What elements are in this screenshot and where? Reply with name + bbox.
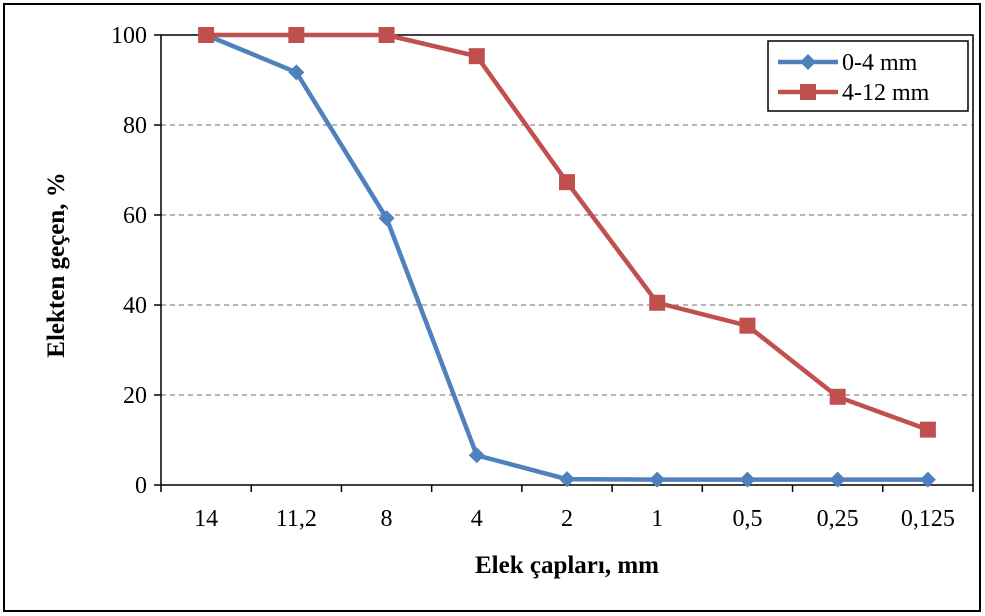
data-point [919, 421, 936, 438]
data-point [649, 294, 666, 311]
legend-label: 4-12 mm [842, 80, 930, 106]
data-point [739, 317, 756, 334]
data-point [468, 447, 485, 464]
y-tick-label: 60 [123, 203, 147, 229]
data-point [288, 64, 305, 81]
x-tick-label: 0,5 [732, 506, 762, 532]
x-axis-title: Elek çapları, mm [475, 552, 659, 579]
x-tick-label: 11,2 [276, 506, 317, 532]
data-point [288, 27, 305, 43]
x-tick-label: 4 [471, 506, 483, 532]
data-point [829, 388, 846, 405]
legend-item: 0-4 mm [778, 50, 918, 76]
y-tick-label: 40 [123, 293, 147, 319]
series-0-4-mm [198, 27, 936, 488]
y-tick-label: 80 [123, 113, 147, 139]
series-4-12-mm [198, 27, 936, 438]
data-point [378, 210, 395, 227]
x-tick-label: 0,125 [901, 506, 955, 532]
x-tick-label: 14 [194, 506, 218, 532]
y-tick-label: 0 [135, 473, 147, 499]
legend-label: 0-4 mm [842, 50, 918, 76]
data-point [829, 471, 846, 488]
data-point [378, 27, 395, 43]
legend-marker [800, 84, 816, 100]
y-axis-title: Elekten geçen, % [43, 172, 70, 357]
data-point [559, 174, 575, 191]
x-tick-label: 1 [651, 506, 663, 532]
legend-item: 4-12 mm [778, 80, 930, 106]
data-point [559, 471, 575, 488]
data-point [649, 471, 666, 488]
legend: 0-4 mm 4-12 mm [767, 40, 969, 112]
y-tick-label: 20 [123, 383, 147, 409]
data-point [198, 27, 215, 43]
series-group [198, 27, 936, 488]
gridlines [161, 124, 973, 396]
legend-marker [800, 54, 816, 70]
y-axis-ticks: 0 20 40 60 80 100 [111, 23, 161, 499]
data-point [739, 471, 756, 488]
x-tick-label: 2 [561, 506, 573, 532]
x-axis-ticks: 14 11,2 8 4 2 1 0,5 0,25 0,125 [160, 485, 974, 532]
y-tick-label: 100 [111, 23, 147, 49]
x-tick-label: 0,25 [817, 506, 859, 532]
data-point [468, 48, 485, 65]
data-point [919, 471, 936, 488]
x-tick-label: 8 [381, 506, 393, 532]
